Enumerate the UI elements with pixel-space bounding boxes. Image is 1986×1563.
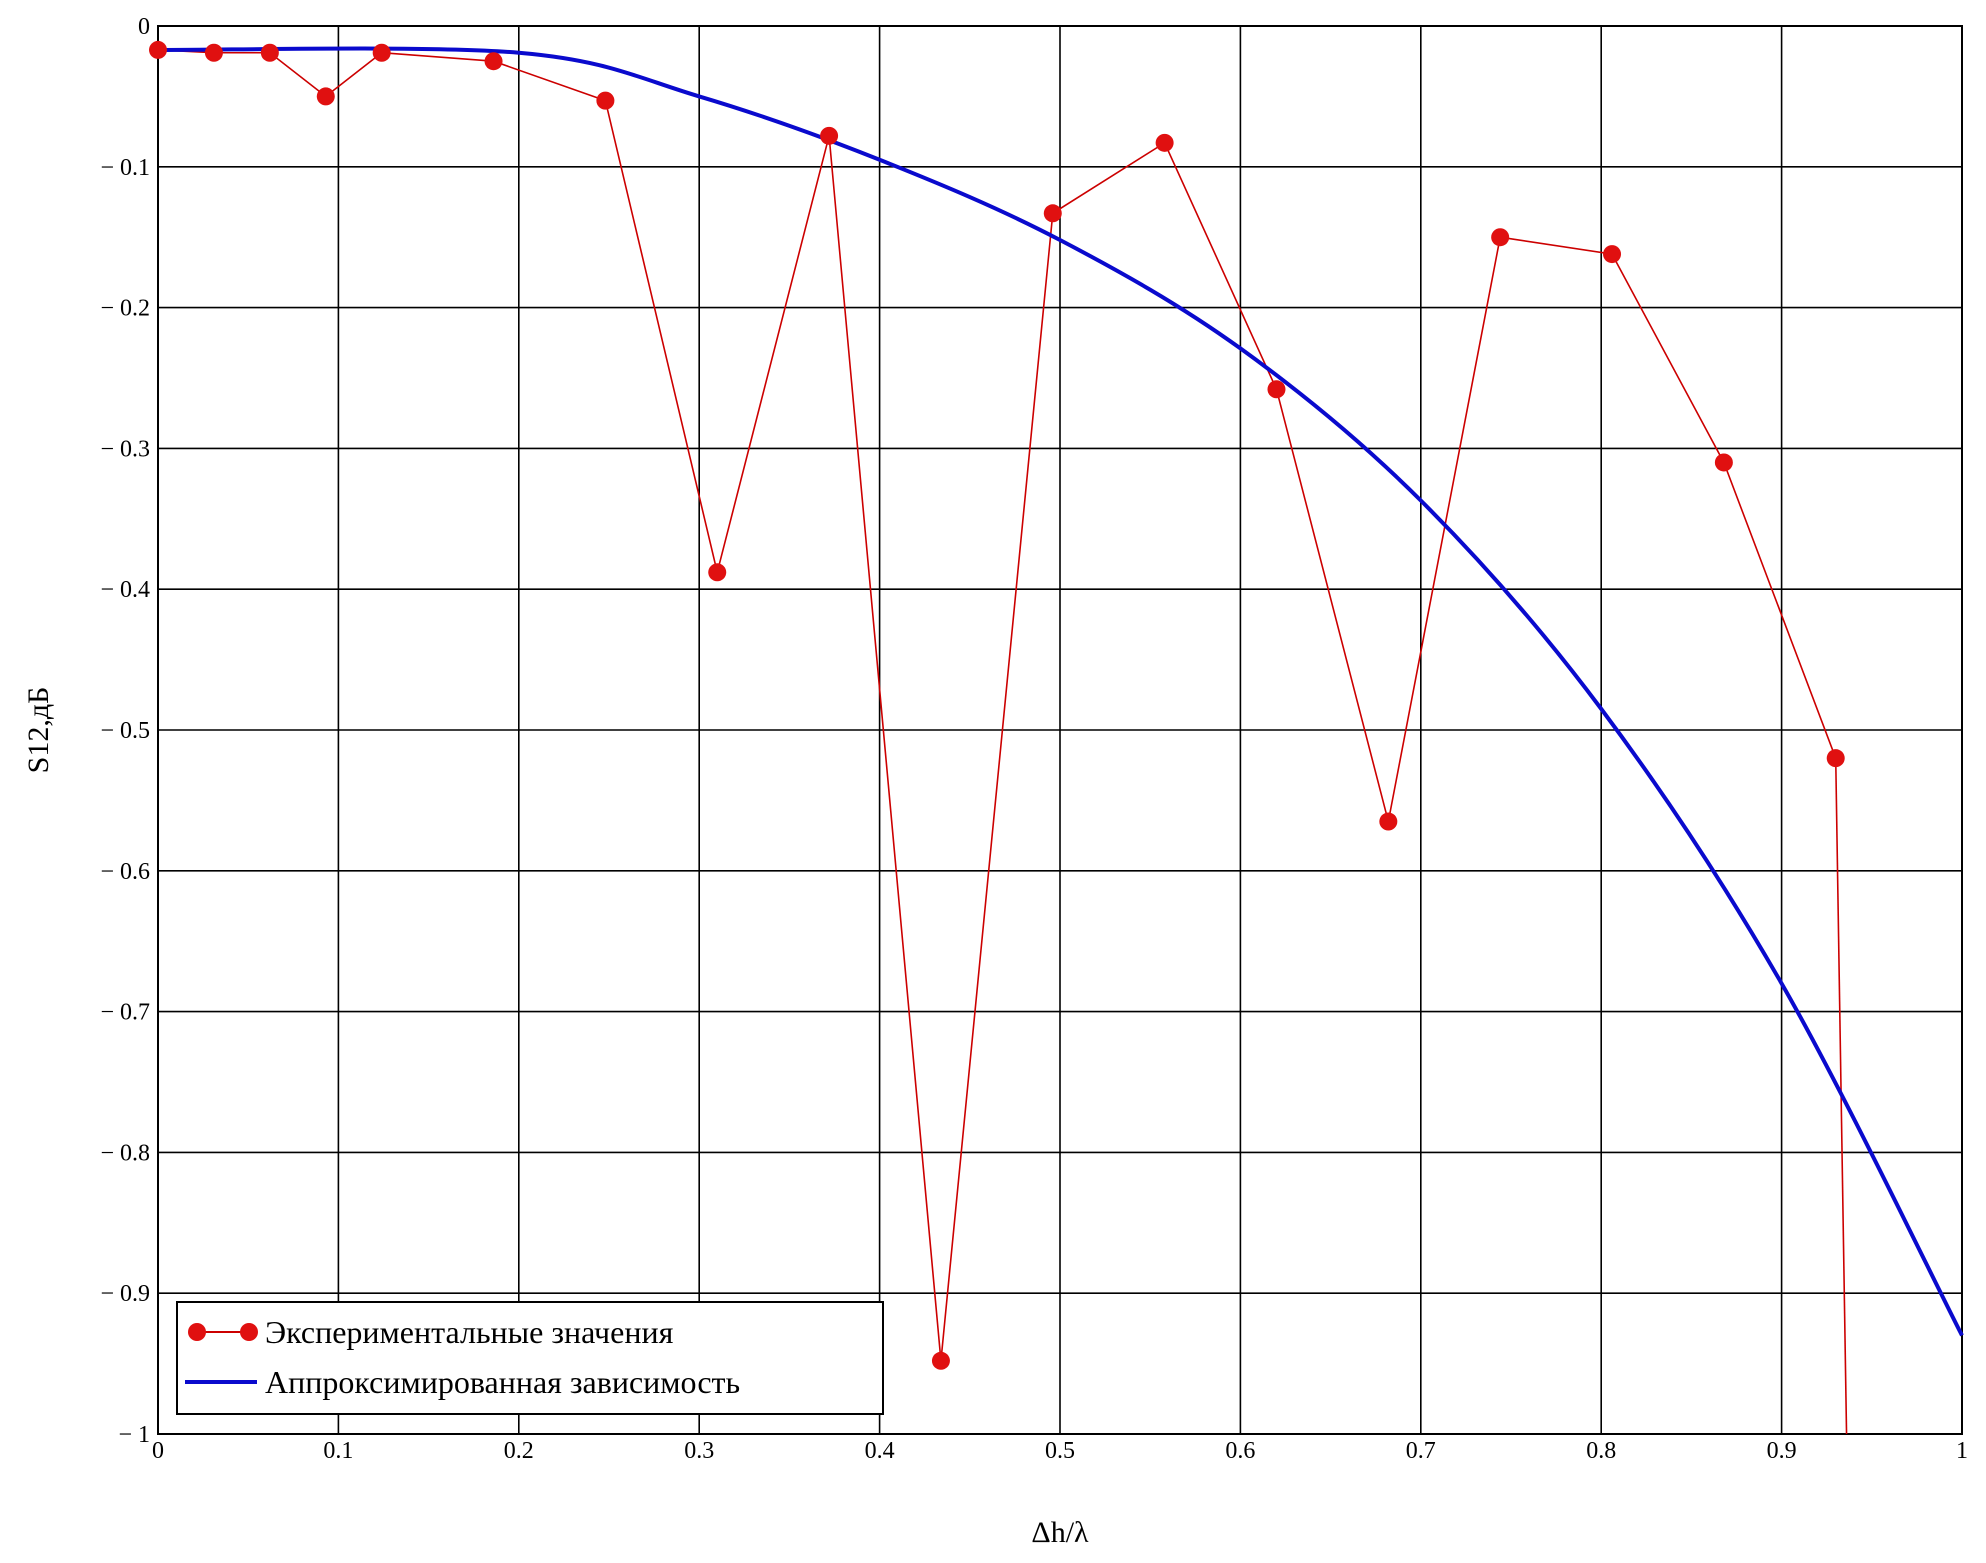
series-experimental-point: [1155, 133, 1174, 152]
y-tick-label: − 0.9: [100, 1281, 150, 1307]
legend-swatch-experimental: [188, 1323, 258, 1341]
series-experimental-point: [1267, 380, 1286, 399]
x-tick-label: 0.5: [1045, 1438, 1075, 1464]
series-experimental-point: [260, 43, 279, 62]
y-tick-label: − 0.6: [100, 859, 150, 885]
series-experimental-point: [820, 126, 839, 145]
x-tick-label: 0.9: [1767, 1438, 1797, 1464]
series-experimental-point: [484, 52, 503, 71]
y-tick-label: − 0.1: [100, 155, 150, 181]
legend: Экспериментальные значения Аппроксимиров…: [176, 1301, 884, 1415]
x-tick-label: 1: [1956, 1438, 1968, 1464]
x-tick-labels: 0 0.1 0.2 0.3 0.4 0.5 0.6 0.7 0.8 0.9 1: [152, 1438, 1968, 1464]
y-tick-label: − 0.7: [100, 1000, 150, 1026]
series-layer: [149, 40, 1964, 1435]
legend-swatch-marker: [240, 1323, 258, 1341]
x-tick-label: 0: [152, 1438, 164, 1464]
y-tick-label: 0: [138, 14, 150, 40]
series-experimental-point: [316, 87, 335, 106]
series-experimental-point: [1603, 245, 1622, 264]
plot-frame: [157, 25, 1963, 1435]
series-experimental-point: [1714, 453, 1733, 472]
x-axis-label: Δh/λ: [1031, 1516, 1089, 1549]
series-experimental-point: [1043, 204, 1062, 223]
grid: [158, 26, 1962, 1434]
legend-swatch-marker: [188, 1323, 206, 1341]
y-tick-label: − 0.4: [100, 577, 150, 603]
series-experimental-point: [1379, 812, 1398, 831]
series-approximated-line: [157, 46, 1964, 1337]
x-tick-label: 0.2: [504, 1438, 534, 1464]
legend-label-approximated: Аппроксимированная зависимость: [265, 1364, 740, 1400]
y-axis-label: S12,дБ: [22, 687, 55, 774]
x-tick-label: 0.1: [323, 1438, 353, 1464]
y-tick-label: − 0.5: [100, 718, 150, 744]
x-tick-label: 0.4: [865, 1438, 895, 1464]
series-experimental-point: [1826, 749, 1845, 768]
x-tick-label: 0.8: [1586, 1438, 1616, 1464]
series-experimental-point: [204, 43, 223, 62]
series-experimental-point: [1491, 228, 1510, 247]
y-tick-label: − 1: [118, 1422, 150, 1448]
series-experimental-point: [931, 1351, 950, 1370]
series-experimental-point: [372, 43, 391, 62]
legend-label-experimental: Экспериментальные значения: [265, 1314, 674, 1350]
y-tick-labels: 0 − 0.1 − 0.2 − 0.3 − 0.4 − 0.5 − 0.6 − 0.7 − 0.…: [100, 14, 150, 1448]
legend-box: [176, 1301, 884, 1415]
y-tick-label: − 0.8: [100, 1140, 150, 1166]
series-experimental-line: [157, 49, 1837, 1361]
y-tick-label: − 0.2: [100, 296, 150, 322]
y-tick-label: − 0.3: [100, 436, 150, 462]
x-tick-label: 0.6: [1225, 1438, 1255, 1464]
series-experimental-point: [149, 40, 167, 59]
x-tick-label: 0.3: [684, 1438, 714, 1464]
series-experimental-point: [596, 91, 615, 110]
series-experimental-point: [708, 563, 727, 582]
x-tick-label: 0.7: [1406, 1438, 1436, 1464]
